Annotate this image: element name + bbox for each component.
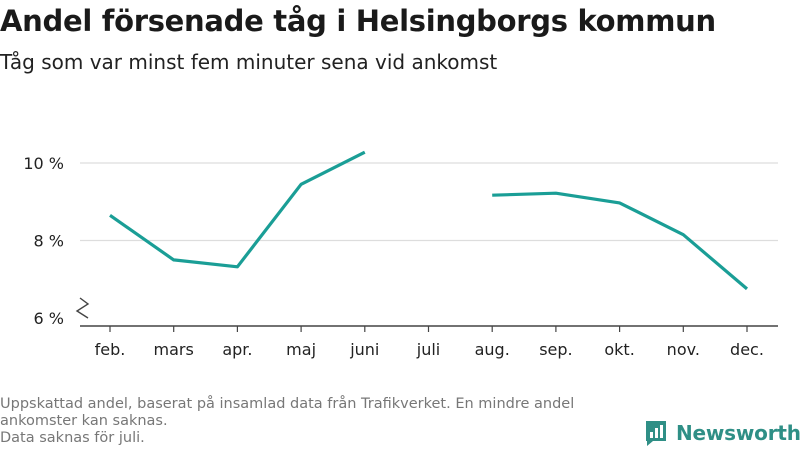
line-chart: 6 % 8 % 10 % feb. mars apr. maj juni juli aug. se…	[23, 150, 778, 359]
series-lines	[109, 150, 749, 291]
brand-name: Newsworthy	[676, 421, 800, 445]
gridlines	[80, 162, 778, 242]
series-line	[492, 191, 749, 291]
y-axis-labels: 6 % 8 % 10 %	[23, 154, 64, 328]
chart-subtitle: Tåg som var minst fem minuter sena vid a…	[0, 50, 498, 74]
x-tick-label: juni	[349, 340, 379, 359]
footnote-line-2: ankomster kan saknas.	[0, 413, 168, 429]
y-axis-break-icon	[75, 297, 90, 319]
y-tick-label: 10 %	[23, 154, 64, 173]
y-tick-label: 8 %	[34, 232, 64, 251]
x-tick-label: mars	[154, 340, 194, 359]
series-line	[109, 150, 366, 269]
y-tick-label: 6 %	[34, 309, 64, 328]
chart-title: Andel försenade tåg i Helsingborgs kommu…	[0, 4, 716, 38]
x-tick-label: okt.	[604, 340, 634, 359]
footnote-line-1: Uppskattad andel, baserat på insamlad da…	[0, 396, 575, 412]
x-axis	[80, 325, 778, 332]
x-tick-label: aug.	[475, 340, 510, 359]
newsworthy-logo-icon	[646, 421, 666, 446]
x-tick-label: juli	[416, 340, 440, 359]
x-axis-labels: feb. mars apr. maj juni juli aug. sep. okt. nov. d…	[95, 340, 764, 359]
brand-logo: Newsworthy	[644, 419, 800, 447]
x-tick-label: sep.	[539, 340, 572, 359]
footnote-line-3: Data saknas för juli.	[0, 430, 145, 446]
x-tick-label: feb.	[95, 340, 126, 359]
footnote: Uppskattad andel, baserat på insamlad da…	[0, 396, 640, 447]
x-tick-label: nov.	[667, 340, 700, 359]
x-tick-label: dec.	[730, 340, 764, 359]
x-tick-label: maj	[286, 340, 316, 359]
x-tick-label: apr.	[222, 340, 252, 359]
